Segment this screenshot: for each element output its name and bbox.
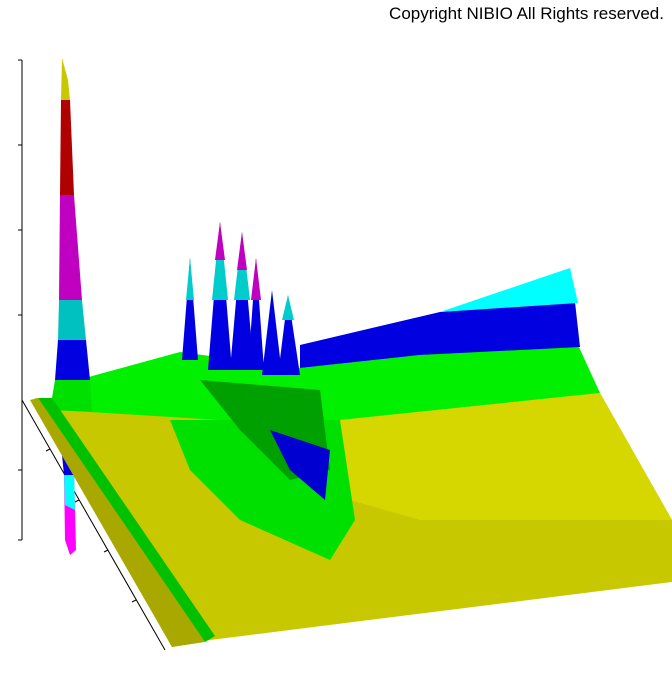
copyright: Copyright NIBIO All Rights reserved. (389, 4, 664, 23)
diagonal-axis (21, 399, 166, 651)
front-edge (30, 398, 205, 647)
axes (18, 59, 166, 651)
axis-ticks (18, 59, 137, 603)
cyan-band (440, 268, 578, 312)
blue-band (300, 302, 580, 368)
spikes (182, 222, 300, 375)
blue-region (270, 430, 330, 500)
front-strip (38, 398, 215, 642)
surface-floor-light (340, 393, 672, 520)
